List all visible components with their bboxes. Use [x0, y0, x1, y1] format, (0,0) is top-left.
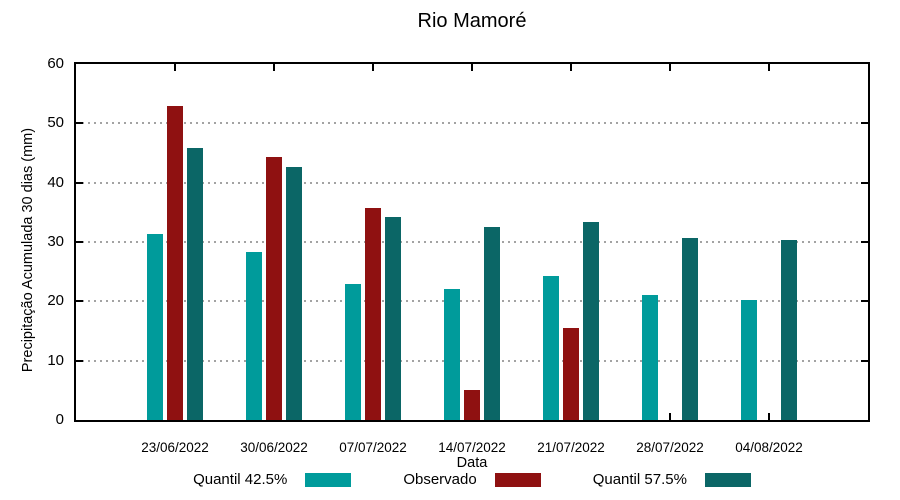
bar-quantil-42.5%-23-06-2022	[147, 234, 163, 420]
y-tick-left	[76, 181, 83, 184]
y-tick-label-40: 40	[47, 173, 64, 191]
y-tick-right	[861, 300, 868, 303]
bar-quantil-42.5%-28-07-2022	[642, 295, 658, 420]
bar-observado-14-07-2022	[464, 389, 480, 420]
x-tick-top	[372, 64, 374, 71]
y-tick-label-0: 0	[55, 411, 64, 428]
legend-label: Quantil 42.5%	[193, 471, 288, 488]
x-axis-title: Data	[456, 455, 488, 471]
y-tick-label-10: 10	[47, 351, 64, 369]
gridline-y-10	[76, 359, 868, 362]
x-tick-top	[471, 64, 473, 71]
y-tick-left	[76, 300, 83, 303]
gridline-y-20	[76, 300, 868, 303]
y-tick-label-60: 60	[47, 55, 64, 72]
bar-quantil-57.5%-14-07-2022	[484, 227, 500, 420]
legend-swatch	[305, 472, 352, 487]
bar-quantil-42.5%-07-07-2022	[345, 283, 361, 420]
y-tick-right	[861, 241, 868, 243]
bar-quantil-57.5%-21-07-2022	[583, 221, 599, 420]
y-tick-label-50: 50	[47, 114, 64, 132]
x-tick-top	[669, 64, 671, 71]
bar-quantil-42.5%-04-08-2022	[741, 299, 757, 420]
bar-quantil-57.5%-30-06-2022	[286, 167, 302, 420]
bar-observado-07-07-2022	[365, 208, 381, 420]
y-tick-left	[76, 241, 83, 243]
legend-swatch	[704, 472, 751, 487]
bar-quantil-42.5%-14-07-2022	[444, 288, 460, 420]
x-tick-label-28-07-2022: 28/07/2022	[636, 440, 704, 455]
x-tick-top	[570, 64, 572, 71]
y-tick-right	[861, 359, 868, 362]
y-tick-label-30: 30	[47, 233, 64, 250]
legend: Quantil 42.5% Observado Quantil 57.5%	[74, 471, 870, 488]
x-tick-bottom	[768, 413, 770, 420]
y-tick-left	[76, 122, 83, 125]
gridline-y-50	[76, 122, 868, 125]
bar-quantil-42.5%-21-07-2022	[543, 275, 559, 420]
legend-label: Quantil 57.5%	[592, 471, 687, 488]
bar-quantil-57.5%-07-07-2022	[385, 217, 401, 420]
x-tick-label-04-08-2022: 04/08/2022	[735, 440, 803, 455]
legend-item-quantil-42.5%: Quantil 42.5%	[193, 471, 352, 488]
x-tick-label-23-06-2022: 23/06/2022	[141, 440, 209, 455]
gridline-y-30	[76, 241, 868, 243]
y-tick-right	[861, 122, 868, 125]
bar-quantil-57.5%-04-08-2022	[781, 239, 797, 420]
y-tick-right	[861, 181, 868, 184]
legend-item-quantil-57.5%: Quantil 57.5%	[593, 471, 751, 488]
plot-area	[74, 62, 870, 422]
legend-swatch	[494, 472, 541, 487]
x-tick-top	[174, 64, 176, 71]
x-tick-label-07-07-2022: 07/07/2022	[339, 440, 407, 455]
x-tick-top	[768, 64, 770, 71]
legend-label: Observado	[403, 471, 477, 488]
y-tick-label-20: 20	[47, 292, 64, 310]
x-tick-label-21-07-2022: 21/07/2022	[537, 440, 605, 455]
bar-observado-23-06-2022	[167, 105, 183, 420]
bar-quantil-42.5%-30-06-2022	[246, 252, 262, 420]
bar-quantil-57.5%-28-07-2022	[682, 238, 698, 420]
x-tick-label-30-06-2022: 30/06/2022	[240, 440, 308, 455]
bar-quantil-57.5%-23-06-2022	[187, 148, 203, 420]
legend-item-observado: Observado	[403, 471, 541, 488]
y-tick-left	[76, 359, 83, 362]
x-tick-top	[273, 64, 275, 71]
bar-observado-21-07-2022	[563, 328, 579, 420]
x-tick-bottom	[669, 413, 671, 420]
x-tick-label-14-07-2022: 14/07/2022	[438, 440, 506, 455]
bar-observado-30-06-2022	[266, 157, 282, 420]
chart-title: Rio Mamoré	[417, 10, 527, 32]
gridline-y-40	[76, 181, 868, 184]
